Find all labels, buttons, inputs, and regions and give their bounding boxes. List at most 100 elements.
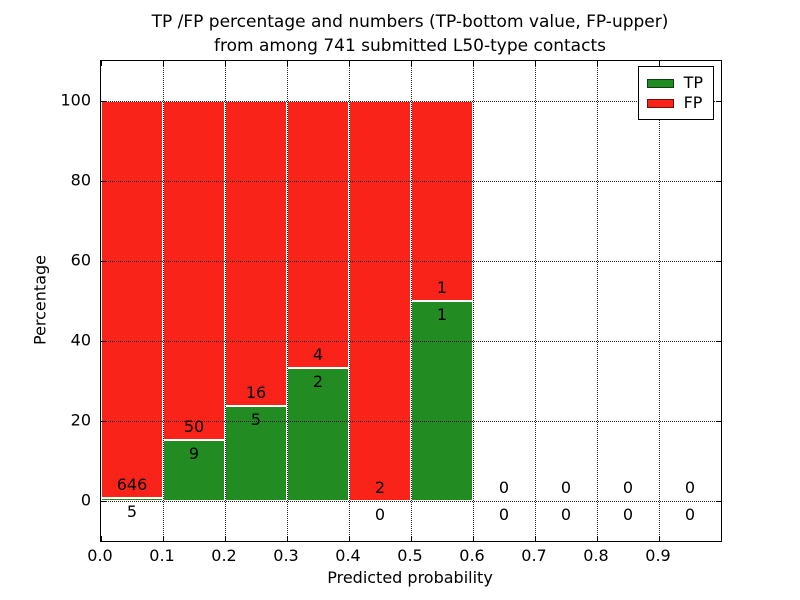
tp-count-label: 2 [312,371,324,391]
x-axis-tick [596,61,598,66]
y-tick-label: 80 [70,170,91,190]
tp-count-label: 0 [622,505,634,524]
bar-tp-segment [411,301,473,501]
x-tick-label: 0.8 [583,546,609,565]
x-axis-tick [100,536,102,541]
fp-count-label: 50 [183,417,205,436]
fp-count-label: 646 [116,474,148,494]
x-axis-tick [224,536,226,541]
x-axis-tick [286,61,288,66]
legend-swatch-fp-icon [646,98,674,108]
grid-line-vertical [411,61,412,541]
y-axis-tick [716,500,721,502]
chart-title-line1: TP /FP percentage and numbers (TP-bottom… [151,12,669,32]
x-axis-tick [596,536,598,541]
legend: TP FP [637,66,714,120]
x-axis-tick [100,61,102,66]
chart-title-line2: from among 741 submitted L50-type contac… [214,36,606,56]
grid-line-vertical [535,61,536,541]
x-tick-label: 0.1 [149,546,175,565]
fp-count-label: 2 [374,478,386,497]
y-tick-label: 100 [60,90,91,110]
legend-entry-tp: TP [646,73,703,93]
y-axis-title: Percentage [30,254,50,346]
fp-count-label: 1 [436,278,448,297]
fp-count-label: 16 [245,382,267,402]
grid-line-vertical [287,61,288,541]
x-axis-tick [720,536,722,541]
tp-count-label: 9 [188,444,200,463]
bar-fp-segment [349,101,411,501]
grid-line-horizontal [101,261,721,262]
x-axis-tick [534,61,536,66]
x-axis-tick [162,61,164,66]
bar-fp-segment [411,101,473,301]
x-axis-title: Predicted probability [327,568,493,587]
bar-tp-segment [287,367,349,501]
y-tick-label: 0 [80,490,91,510]
x-tick-label: 0.9 [645,546,671,565]
tp-count-label: 0 [374,505,386,524]
x-tick-label: 0.0 [87,546,113,565]
bar-fp-segment [101,101,163,498]
y-tick-label: 20 [70,410,91,430]
chart-title: TP /FP percentage and numbers (TP-bottom… [100,10,720,58]
y-axis-tick [716,420,721,422]
grid-line-vertical [473,61,474,541]
x-axis-tick [410,536,412,541]
fp-count-label: 0 [684,478,696,497]
x-axis-tick [224,61,226,66]
tp-count-label: 0 [560,505,572,524]
y-axis-tick [716,180,721,182]
y-axis-tick [101,500,106,502]
legend-label-fp: FP [683,93,703,112]
fp-count-label: 0 [498,478,510,497]
x-axis-tick [348,61,350,66]
x-axis-tick [348,536,350,541]
grid-line-horizontal [101,101,721,102]
x-axis-tick [534,536,536,541]
bar-fp-segment [287,101,349,368]
bar-fp-segment [225,101,287,406]
x-axis-tick [162,536,164,541]
x-axis-tick [472,61,474,66]
legend-label-tp: TP [683,73,703,92]
y-axis-tick [716,340,721,342]
y-axis-tick [101,100,106,102]
y-axis-tick [716,100,721,102]
grid-line-vertical [225,61,226,541]
y-tick-label: 40 [70,330,91,350]
fp-count-label: 0 [622,478,634,497]
grid-line-vertical [597,61,598,541]
y-axis-tick [101,180,106,182]
grid-line-horizontal [101,341,721,342]
x-tick-label: 0.5 [397,546,423,565]
bar-tp-segment [101,497,163,501]
tp-count-label: 0 [498,505,510,524]
grid-line-vertical [163,61,164,541]
bar-fp-segment [163,101,225,440]
legend-entry-fp: FP [646,93,703,113]
x-tick-label: 0.4 [335,546,361,565]
x-tick-label: 0.3 [273,546,299,565]
y-axis-tick [101,260,106,262]
grid-line-vertical [659,61,660,541]
bar-tp-segment [163,440,225,501]
fp-count-label: 0 [560,478,572,497]
tp-count-label: 1 [436,305,448,324]
x-axis-tick [658,536,660,541]
x-axis-tick [472,536,474,541]
tp-count-label: 0 [684,505,696,524]
x-axis-tick [720,61,722,66]
y-axis-tick [716,260,721,262]
y-axis-tick [101,420,106,422]
plot-area: TP FP 646 5 50 9 16 5 4 2 2 0 1 1 0 0 0 0 0 0 0 0 [100,60,722,542]
x-axis-tick [658,61,660,66]
x-tick-label: 0.6 [459,546,485,565]
x-axis-tick [410,61,412,66]
fp-count-label: 4 [312,344,324,364]
grid-line-horizontal [101,421,721,422]
grid-line-horizontal [101,501,721,502]
tp-count-label: 5 [126,501,138,521]
